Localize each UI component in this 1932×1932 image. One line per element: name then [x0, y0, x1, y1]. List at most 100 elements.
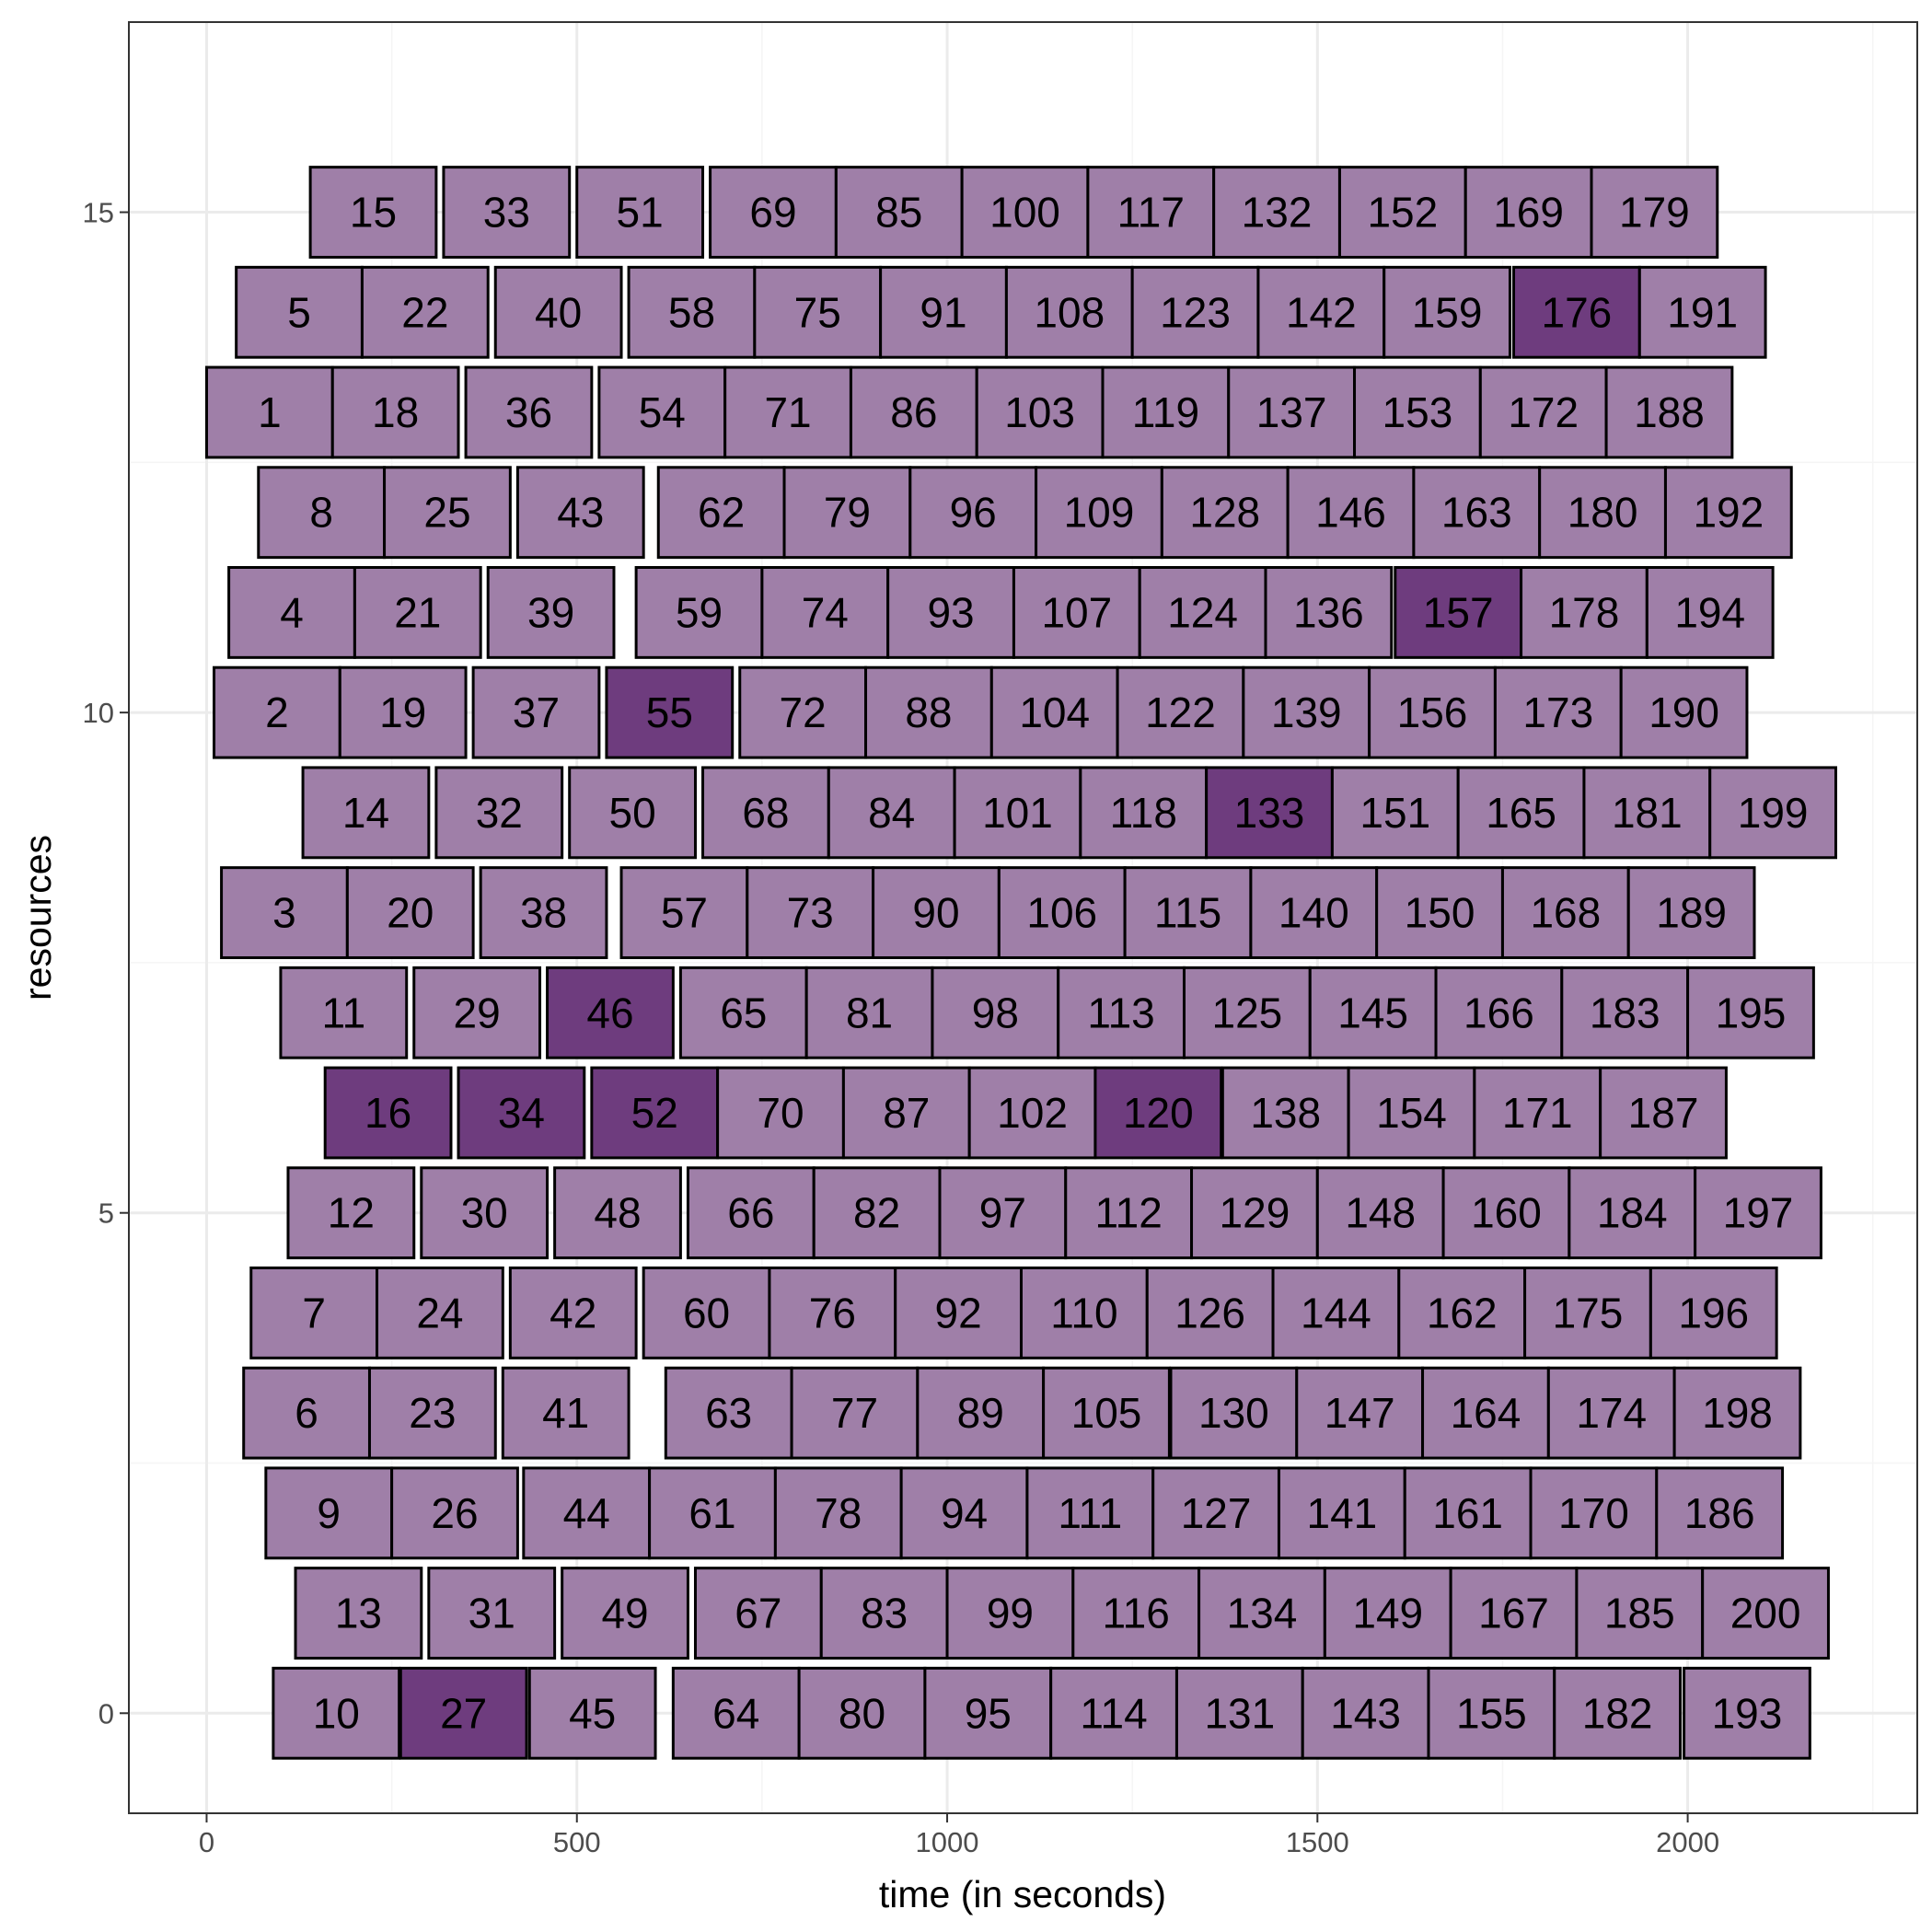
task-179: 179	[1590, 166, 1719, 259]
task-93: 93	[886, 565, 1015, 659]
task-bar	[1512, 265, 1641, 359]
task-bar	[353, 565, 482, 659]
task-13: 13	[294, 1567, 423, 1660]
task-label: 37	[513, 688, 560, 736]
task-124: 124	[1138, 565, 1267, 659]
task-bar	[464, 365, 594, 459]
task-bar	[308, 166, 438, 259]
task-193: 193	[1683, 1666, 1811, 1760]
task-184: 184	[1568, 1166, 1697, 1260]
task-bar	[938, 1166, 1068, 1260]
task-label: 20	[387, 889, 434, 937]
task-label: 34	[498, 1089, 545, 1137]
task-165: 165	[1456, 766, 1586, 860]
task-bar	[723, 365, 852, 459]
y-tick-label: 15	[83, 197, 114, 229]
task-bar	[1169, 1366, 1299, 1460]
task-159: 159	[1382, 265, 1511, 359]
task-181: 181	[1582, 766, 1712, 860]
task-80: 80	[797, 1666, 927, 1760]
task-108: 108	[1004, 265, 1134, 359]
task-170: 170	[1529, 1466, 1659, 1560]
task-label: 66	[727, 1189, 774, 1237]
task-81: 81	[804, 966, 934, 1059]
task-label: 123	[1160, 288, 1231, 336]
task-14: 14	[301, 766, 431, 860]
task-label: 1	[258, 388, 282, 436]
task-label: 29	[454, 989, 501, 1036]
task-16: 16	[323, 1066, 453, 1160]
task-label: 187	[1628, 1089, 1699, 1137]
task-107: 107	[1012, 565, 1141, 659]
task-label: 153	[1382, 388, 1453, 436]
task-48: 48	[553, 1166, 682, 1260]
task-bar	[1242, 665, 1371, 759]
task-label: 180	[1568, 489, 1638, 537]
task-149: 149	[1323, 1567, 1452, 1660]
task-106: 106	[997, 866, 1127, 959]
task-label: 181	[1612, 789, 1683, 837]
task-label: 173	[1522, 688, 1593, 736]
task-148: 148	[1315, 1166, 1445, 1260]
task-90: 90	[872, 866, 1001, 959]
task-label: 184	[1597, 1189, 1668, 1237]
task-186: 186	[1655, 1466, 1785, 1560]
task-29: 29	[412, 966, 542, 1059]
task-label: 60	[683, 1289, 730, 1336]
task-label: 74	[802, 588, 849, 636]
task-label: 131	[1204, 1689, 1275, 1737]
task-bar	[894, 1267, 1023, 1359]
task-24: 24	[376, 1267, 504, 1359]
task-label: 127	[1181, 1489, 1252, 1537]
task-label: 59	[676, 588, 723, 636]
task-label: 144	[1301, 1289, 1371, 1336]
task-label: 188	[1634, 388, 1705, 436]
task-label: 185	[1604, 1590, 1675, 1637]
task-bar	[1538, 466, 1667, 560]
task-bar	[1308, 966, 1438, 1059]
task-label: 69	[749, 189, 796, 237]
task-label: 71	[764, 388, 811, 436]
task-62: 62	[656, 466, 786, 560]
task-44: 44	[522, 1466, 652, 1560]
task-18: 18	[330, 365, 460, 459]
task-10: 10	[272, 1666, 401, 1760]
task-label: 155	[1456, 1689, 1527, 1737]
task-194: 194	[1645, 565, 1775, 659]
task-103: 103	[975, 365, 1105, 459]
task-label: 145	[1337, 989, 1408, 1036]
task-bar	[213, 665, 341, 759]
task-bar	[508, 1267, 638, 1359]
task-bar	[1427, 1666, 1556, 1760]
task-label: 83	[861, 1590, 908, 1637]
x-tick-label: 500	[553, 1826, 601, 1858]
task-bar	[899, 1466, 1029, 1560]
task-label: 171	[1502, 1089, 1573, 1137]
task-43: 43	[515, 466, 645, 560]
task-bar	[1599, 1066, 1728, 1160]
task-bar	[227, 565, 356, 659]
task-label: 32	[476, 789, 523, 837]
task-label: 161	[1432, 1489, 1503, 1537]
task-bar	[1663, 466, 1793, 560]
task-119: 119	[1101, 365, 1231, 459]
task-77: 77	[790, 1366, 920, 1460]
task-72: 72	[738, 665, 868, 759]
task-label: 165	[1486, 789, 1556, 837]
task-label: 8	[309, 489, 333, 537]
task-label: 192	[1693, 489, 1764, 537]
task-bar	[1093, 1066, 1223, 1160]
task-bar	[1160, 466, 1290, 560]
task-label: 12	[328, 1189, 375, 1237]
task-label: 125	[1212, 989, 1283, 1036]
task-bar	[383, 466, 512, 560]
task-bar	[1463, 166, 1593, 259]
task-label: 4	[280, 588, 304, 636]
task-113: 113	[1057, 966, 1186, 1059]
task-bar	[768, 1267, 897, 1359]
task-label: 166	[1463, 989, 1534, 1036]
task-label: 120	[1123, 1089, 1194, 1137]
task-bar	[716, 1066, 845, 1160]
task-bar	[1353, 365, 1482, 459]
task-bar	[1138, 565, 1267, 659]
